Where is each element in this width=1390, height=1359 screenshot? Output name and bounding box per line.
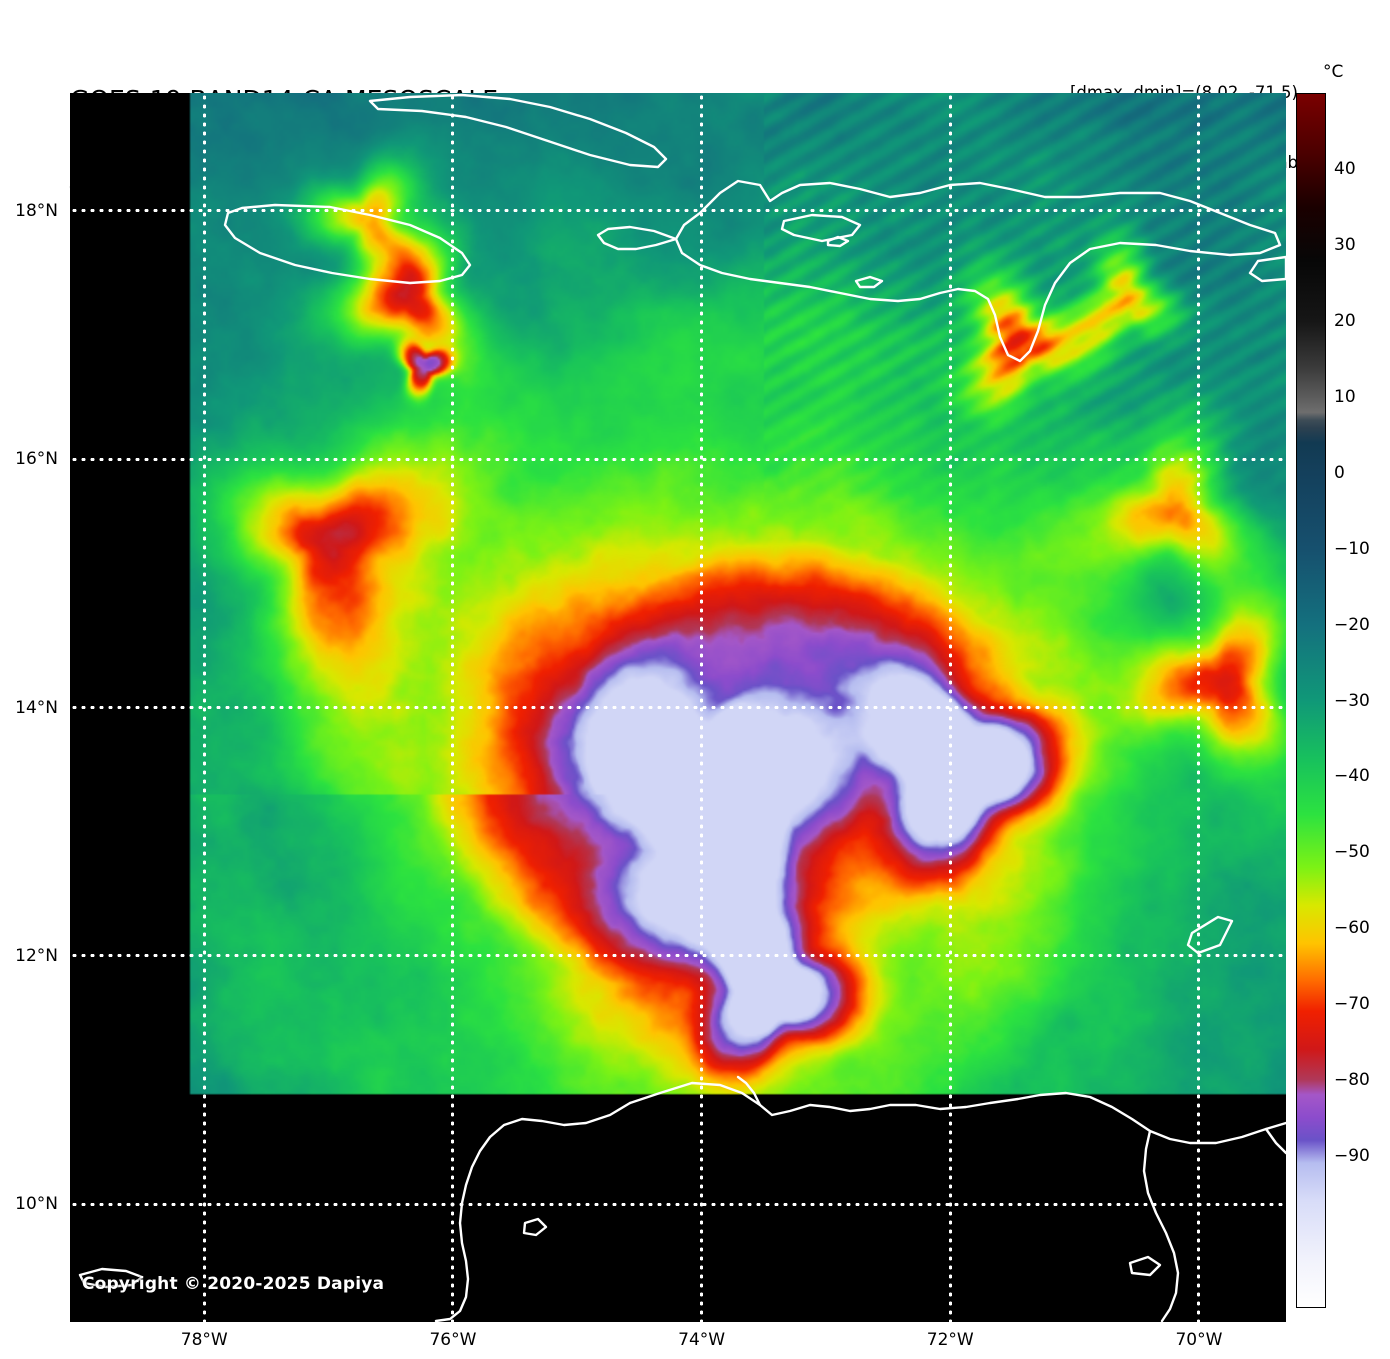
colorbar-tick-label: −40 — [1334, 766, 1370, 787]
longitude-tick-label: 76°W — [429, 1330, 477, 1350]
latitude-tick-label: 10°N — [15, 1194, 58, 1215]
colorbar-tick-label: −70 — [1334, 994, 1370, 1015]
colorbar-tick-label: 0 — [1334, 462, 1345, 483]
colorbar-tick-label: 20 — [1334, 310, 1356, 331]
colorbar-tick-label: −50 — [1334, 842, 1370, 863]
longitude-tick-label: 78°W — [180, 1330, 228, 1350]
colorbar-tick-label: −90 — [1334, 1146, 1370, 1167]
latitude-tick-label: 12°N — [15, 945, 58, 966]
colorbar-tick-label: −60 — [1334, 918, 1370, 939]
latitude-tick-label: 16°N — [15, 449, 58, 470]
satellite-image-plot: Copyright © 2020-2025 Dapiya — [70, 93, 1286, 1322]
colorbar-gradient — [1297, 94, 1325, 1307]
colorbar-tick-label: −80 — [1334, 1070, 1370, 1091]
colorbar-unit-label: °C — [1323, 62, 1344, 82]
coastline-overlay — [78, 93, 1286, 1322]
latitude-tick-label: 14°N — [15, 697, 58, 718]
colorbar-tick-label: −30 — [1334, 690, 1370, 711]
longitude-tick-label: 74°W — [678, 1330, 726, 1350]
latitude-tick-label: 18°N — [15, 200, 58, 221]
colorbar-tick-label: 10 — [1334, 386, 1356, 407]
colorbar[interactable] — [1296, 93, 1326, 1308]
longitude-tick-label: 72°W — [926, 1330, 974, 1350]
colorbar-tick-label: 40 — [1334, 158, 1356, 179]
colorbar-tick-label: 30 — [1334, 234, 1356, 255]
longitude-tick-label: 70°W — [1175, 1330, 1223, 1350]
colorbar-tick-label: −10 — [1334, 538, 1370, 559]
colorbar-tick-label: −20 — [1334, 614, 1370, 635]
copyright-notice: Copyright © 2020-2025 Dapiya — [82, 1274, 385, 1294]
